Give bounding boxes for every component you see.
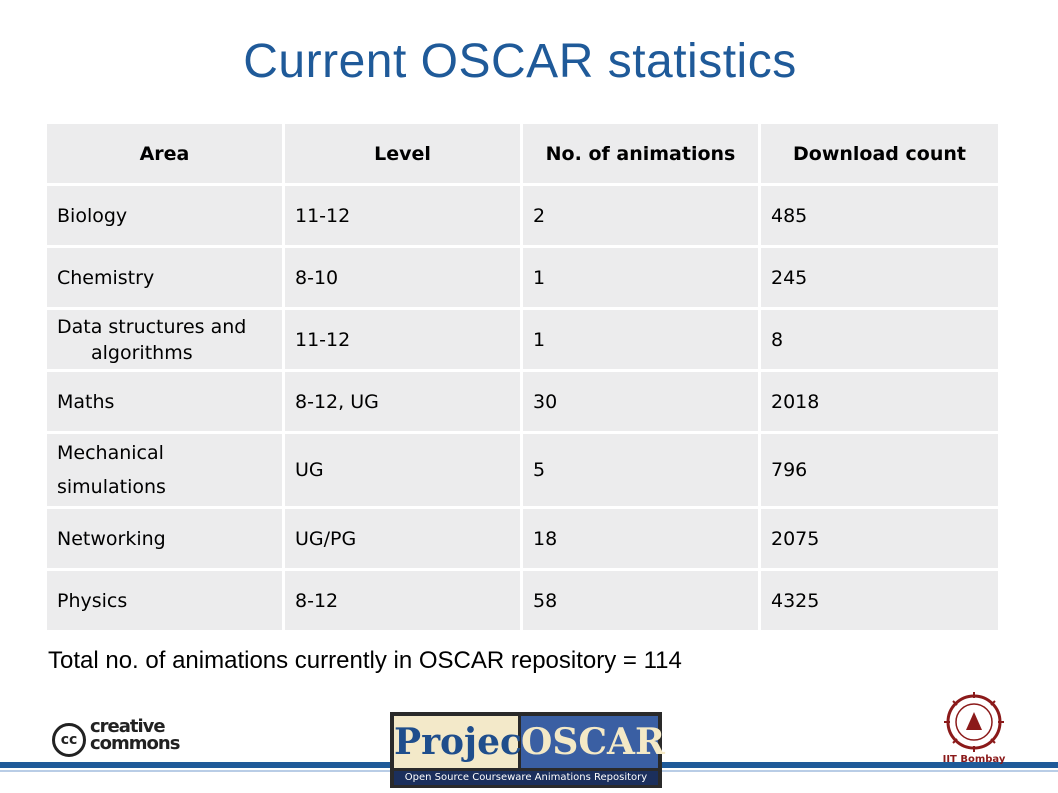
table-row: Biology 11-12 2 485 <box>44 183 1001 248</box>
cell-animations: 18 <box>520 506 761 571</box>
logo-word-oscar: OSCAR <box>521 716 665 768</box>
header-animations: No. of animations <box>520 121 761 186</box>
creative-commons-logo: cc creative commons <box>52 716 192 757</box>
cell-level: UG <box>282 431 523 509</box>
cell-animations: 1 <box>520 245 761 310</box>
cc-logo-text: creative commons <box>90 716 180 754</box>
cell-level: UG/PG <box>282 506 523 571</box>
cell-animations: 5 <box>520 431 761 509</box>
cell-area-line1: Mechanical <box>57 442 164 464</box>
statistics-table: Area Level No. of animations Download co… <box>44 121 1001 633</box>
table-row: Chemistry 8-10 1 245 <box>44 245 1001 310</box>
logo-word-project: Project <box>394 716 539 768</box>
table-row: Physics 8-12 58 4325 <box>44 568 1001 633</box>
project-oscar-logo: Project OSCAR Open Source Courseware Ani… <box>390 712 665 788</box>
cell-area: Mechanical simulations <box>44 431 285 509</box>
cell-level: 8-12 <box>282 568 523 633</box>
cell-animations: 2 <box>520 183 761 248</box>
table-row: Data structures and algorithms 11-12 1 8 <box>44 307 1001 372</box>
cell-animations: 30 <box>520 369 761 434</box>
total-animations-text: Total no. of animations currently in OSC… <box>48 647 682 674</box>
table-row: Networking UG/PG 18 2075 <box>44 506 1001 571</box>
cell-area-line2: algorithms <box>91 341 193 364</box>
cell-area-line2: simulations <box>57 476 166 498</box>
cell-downloads: 8 <box>758 307 1001 372</box>
cell-level: 8-10 <box>282 245 523 310</box>
cell-area: Data structures and algorithms <box>44 307 285 372</box>
header-area: Area <box>44 121 285 186</box>
cell-area-line1: Data structures and <box>57 315 247 338</box>
cell-area: Networking <box>44 506 285 571</box>
table-header-row: Area Level No. of animations Download co… <box>44 121 1001 186</box>
cell-area: Chemistry <box>44 245 285 310</box>
cell-area: Biology <box>44 183 285 248</box>
cell-animations: 1 <box>520 307 761 372</box>
cell-downloads: 796 <box>758 431 1001 509</box>
logo-subtitle: Open Source Courseware Animations Reposi… <box>394 771 658 785</box>
cell-downloads: 485 <box>758 183 1001 248</box>
cell-area: Physics <box>44 568 285 633</box>
cc-icon: cc <box>52 723 86 757</box>
cell-downloads: 2075 <box>758 506 1001 571</box>
header-downloads: Download count <box>758 121 1001 186</box>
cell-downloads: 245 <box>758 245 1001 310</box>
iit-bombay-logo: IIT Bombay <box>936 690 1012 774</box>
table-row: Mechanical simulations UG 5 796 <box>44 431 1001 509</box>
cell-area: Maths <box>44 369 285 434</box>
cell-downloads: 2018 <box>758 369 1001 434</box>
header-level: Level <box>282 121 523 186</box>
table-row: Maths 8-12, UG 30 2018 <box>44 369 1001 434</box>
cell-level: 8-12, UG <box>282 369 523 434</box>
cell-level: 11-12 <box>282 307 523 372</box>
iit-emblem-icon <box>944 692 1004 752</box>
iit-bombay-label: IIT Bombay <box>942 754 1006 765</box>
cell-level: 11-12 <box>282 183 523 248</box>
slide-title: Current OSCAR statistics <box>243 35 797 88</box>
cell-animations: 58 <box>520 568 761 633</box>
cell-downloads: 4325 <box>758 568 1001 633</box>
